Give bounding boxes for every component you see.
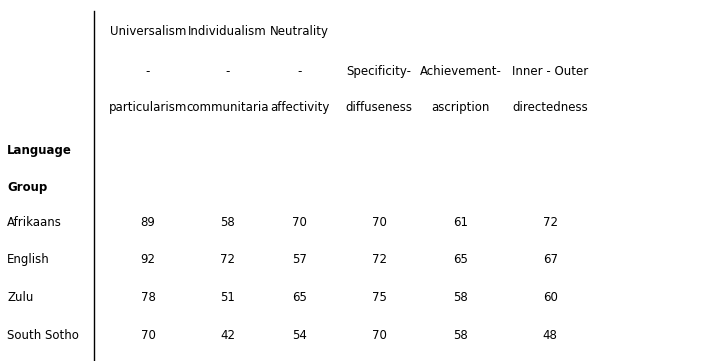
Text: 78: 78 <box>141 291 155 304</box>
Text: 70: 70 <box>141 329 155 342</box>
Text: Language: Language <box>7 144 72 157</box>
Text: Neutrality: Neutrality <box>270 25 329 38</box>
Text: 51: 51 <box>220 291 235 304</box>
Text: 54: 54 <box>292 329 307 342</box>
Text: 72: 72 <box>372 253 386 266</box>
Text: -: - <box>297 65 302 78</box>
Text: 58: 58 <box>453 329 468 342</box>
Text: 58: 58 <box>453 291 468 304</box>
Text: Specificity-: Specificity- <box>347 65 412 78</box>
Text: 60: 60 <box>543 291 557 304</box>
Text: 72: 72 <box>220 253 235 266</box>
Text: 65: 65 <box>292 291 307 304</box>
Text: -: - <box>225 65 230 78</box>
Text: 70: 70 <box>372 216 386 229</box>
Text: Achievement-: Achievement- <box>419 65 502 78</box>
Text: ascription: ascription <box>432 101 490 114</box>
Text: diffuseness: diffuseness <box>346 101 412 114</box>
Text: Group: Group <box>7 180 48 193</box>
Text: particularism: particularism <box>109 101 187 114</box>
Text: Universalism: Universalism <box>110 25 186 38</box>
Text: South Sotho: South Sotho <box>7 329 79 342</box>
Text: 70: 70 <box>372 329 386 342</box>
Text: 89: 89 <box>141 216 155 229</box>
Text: communitaria: communitaria <box>186 101 269 114</box>
Text: 65: 65 <box>453 253 468 266</box>
Text: 42: 42 <box>220 329 235 342</box>
Text: 58: 58 <box>220 216 235 229</box>
Text: 92: 92 <box>141 253 155 266</box>
Text: Afrikaans: Afrikaans <box>7 216 62 229</box>
Text: Individualism: Individualism <box>188 25 267 38</box>
Text: -: - <box>146 65 150 78</box>
Text: 72: 72 <box>543 216 557 229</box>
Text: 70: 70 <box>292 216 307 229</box>
Text: English: English <box>7 253 50 266</box>
Text: directedness: directedness <box>513 101 588 114</box>
Text: 48: 48 <box>543 329 557 342</box>
Text: 75: 75 <box>372 291 386 304</box>
Text: 57: 57 <box>292 253 307 266</box>
Text: 67: 67 <box>543 253 557 266</box>
Text: affectivity: affectivity <box>270 101 329 114</box>
Text: Zulu: Zulu <box>7 291 34 304</box>
Text: 61: 61 <box>453 216 468 229</box>
Text: Inner - Outer: Inner - Outer <box>512 65 588 78</box>
